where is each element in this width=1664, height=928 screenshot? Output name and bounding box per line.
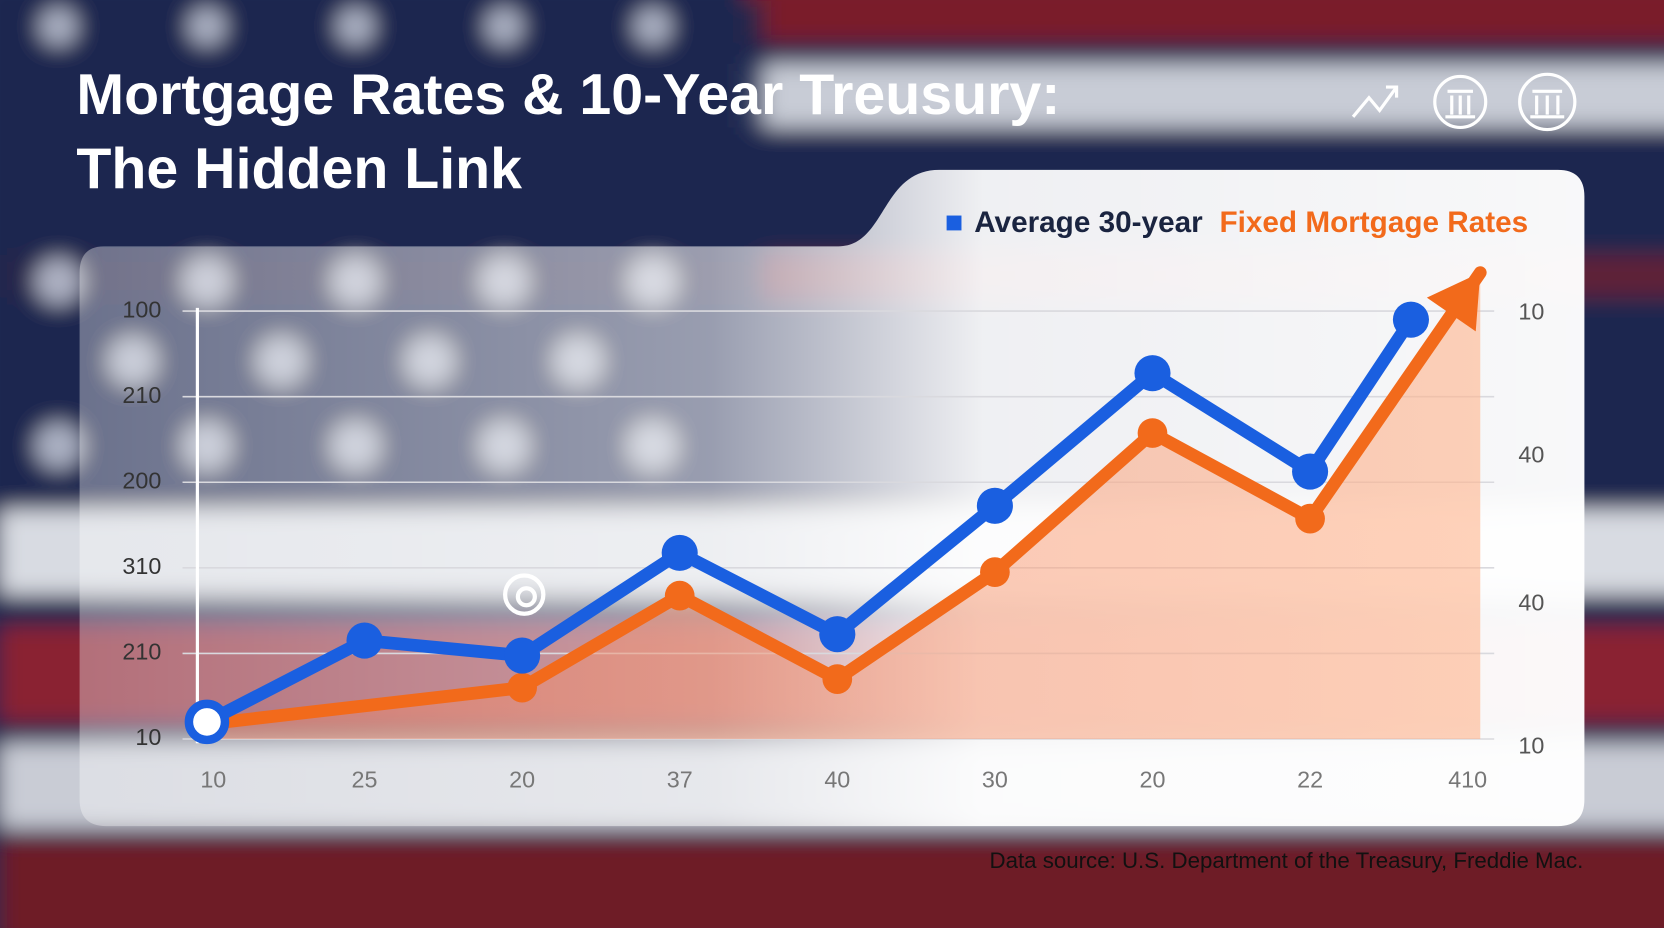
x-tick-label: 37 [667,767,693,793]
x-tick-label: 10 [200,767,226,793]
point [819,616,856,653]
x-tick-label: 20 [1140,767,1166,793]
x-tick-label: 410 [1448,767,1487,793]
point [661,534,698,571]
title-line: The Hidden Link [76,137,522,201]
y2-tick-label: 10 [1518,733,1544,759]
point [184,699,230,745]
point [1137,418,1168,448]
point [1134,355,1171,392]
y2-tick-label: 40 [1518,442,1544,468]
legend-label: Fixed Mortgage Rates [1219,206,1528,239]
area [206,272,1481,740]
title-line: Mortgage Rates & 10-Year Treusury: [76,63,1060,127]
y-tick-label: 210 [122,639,161,665]
x-tick-label: 25 [352,767,378,793]
y2-tick-label: 40 [1518,589,1544,615]
source-note: Data source: U.S. Department of the Trea… [990,848,1584,873]
point [980,557,1010,587]
x-tick-label: 22 [1297,767,1323,793]
point [664,580,695,611]
header-icons [1351,72,1577,132]
x-tick-label: 40 [824,767,850,793]
point [507,672,537,703]
point [822,664,853,694]
plot [184,266,1487,745]
point [346,622,383,659]
point [1295,503,1325,534]
y-tick-label: 100 [122,296,161,322]
x-tick-label: 30 [982,767,1008,793]
y-tick-label: 200 [122,467,161,493]
point [504,637,541,674]
legend: Average 30-year Fixed Mortgage Rates [974,206,1528,239]
y-tick-label: 10 [135,724,161,750]
point [1292,453,1329,490]
legend-label: Average 30-year [974,206,1203,239]
arrow-head [1426,272,1481,332]
point [976,487,1013,524]
legend-swatch [946,215,962,231]
y2-tick-label: 10 [1518,298,1544,324]
y-tick-label: 210 [122,382,161,408]
x-tick-label: 20 [509,767,535,793]
series-line [200,266,1487,731]
point [1392,301,1429,338]
y-tick-label: 310 [122,553,161,579]
decor-icon [503,573,546,616]
